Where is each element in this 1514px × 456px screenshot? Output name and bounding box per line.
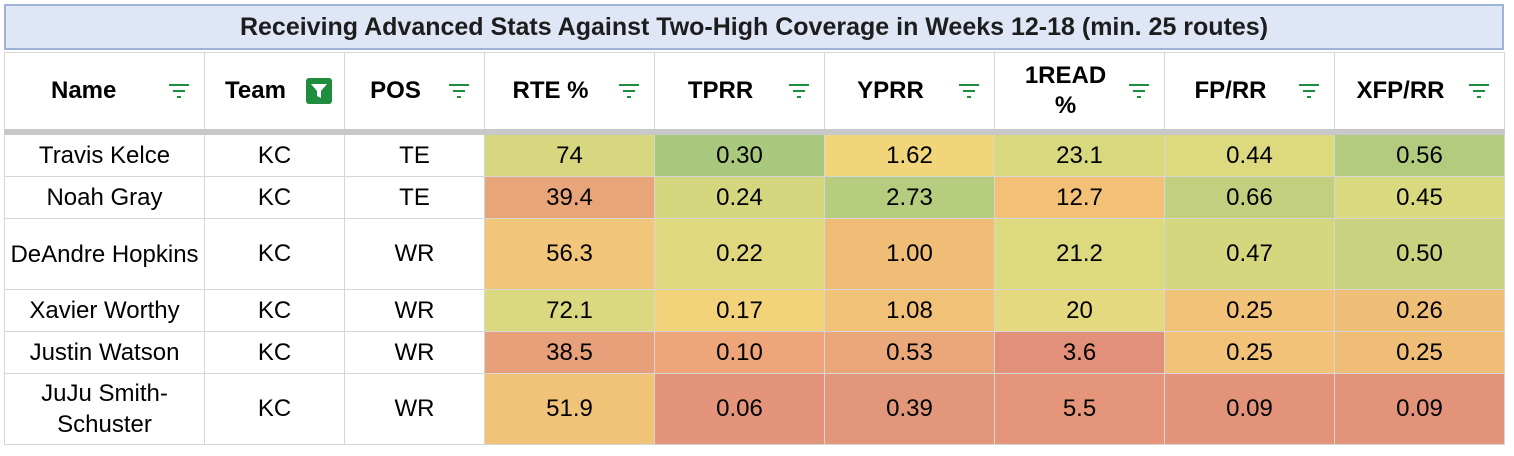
- column-header-tprr[interactable]: TPRR: [654, 52, 825, 135]
- column-header-label: TPRR: [687, 77, 754, 104]
- filter-icon[interactable]: [1466, 78, 1492, 104]
- cell-xfprr[interactable]: 0.09: [1334, 373, 1505, 445]
- column-header-label: Team: [225, 77, 286, 104]
- table-row: DeAndre Hopkins KC WR 56.3 0.22 1.00 21.2 0.47 0…: [4, 218, 1505, 290]
- cell-fprr[interactable]: 0.66: [1164, 176, 1335, 219]
- cell-xfprr[interactable]: 0.45: [1334, 176, 1505, 219]
- column-header-label: FP/RR: [1194, 77, 1267, 104]
- cell-team[interactable]: KC: [204, 373, 345, 445]
- cell-yprr[interactable]: 0.39: [824, 373, 995, 445]
- cell-yprr[interactable]: 2.73: [824, 176, 995, 219]
- cell-yprr[interactable]: 1.08: [824, 289, 995, 332]
- cell-team[interactable]: KC: [204, 331, 345, 374]
- cell-yprr[interactable]: 1.00: [824, 218, 995, 290]
- cell-oneread[interactable]: 5.5: [994, 373, 1165, 445]
- table-body: Travis Kelce KC TE 74 0.30 1.62 23.1 0.44 0.56 No…: [4, 131, 1505, 445]
- cell-rte[interactable]: 56.3: [484, 218, 655, 290]
- cell-fprr[interactable]: 0.09: [1164, 373, 1335, 445]
- table-row: JuJu Smith-Schuster KC WR 51.9 0.06 0.39 5.5 0.…: [4, 373, 1505, 445]
- cell-name[interactable]: Noah Gray: [4, 176, 205, 219]
- cell-tprr[interactable]: 0.10: [654, 331, 825, 374]
- cell-pos[interactable]: TE: [344, 176, 485, 219]
- cell-pos[interactable]: WR: [344, 331, 485, 374]
- column-header-fp-rr[interactable]: FP/RR: [1164, 52, 1335, 135]
- cell-fprr[interactable]: 0.47: [1164, 218, 1335, 290]
- cell-oneread[interactable]: 21.2: [994, 218, 1165, 290]
- header-row: Name Team POS RTE % TPRR YPRR 1READ % FP/RR XFP/…: [4, 52, 1505, 135]
- cell-xfprr[interactable]: 0.25: [1334, 331, 1505, 374]
- filter-active-icon[interactable]: [306, 78, 332, 104]
- column-header-yprr[interactable]: YPRR: [824, 52, 995, 135]
- cell-tprr[interactable]: 0.24: [654, 176, 825, 219]
- filter-icon[interactable]: [166, 78, 192, 104]
- cell-pos[interactable]: WR: [344, 289, 485, 332]
- table-row: Travis Kelce KC TE 74 0.30 1.62 23.1 0.44 0.56: [4, 131, 1505, 177]
- column-header-label: YPRR: [857, 77, 924, 104]
- cell-tprr[interactable]: 0.22: [654, 218, 825, 290]
- cell-name[interactable]: JuJu Smith-Schuster: [4, 373, 205, 445]
- table-row: Xavier Worthy KC WR 72.1 0.17 1.08 20 0.25 0.26: [4, 289, 1505, 332]
- filter-icon[interactable]: [446, 78, 472, 104]
- cell-yprr[interactable]: 0.53: [824, 331, 995, 374]
- cell-yprr[interactable]: 1.62: [824, 131, 995, 177]
- column-header-1read-[interactable]: 1READ %: [994, 52, 1165, 135]
- cell-oneread[interactable]: 12.7: [994, 176, 1165, 219]
- cell-name[interactable]: Xavier Worthy: [4, 289, 205, 332]
- table-title: Receiving Advanced Stats Against Two-Hig…: [4, 4, 1504, 50]
- filter-icon[interactable]: [786, 78, 812, 104]
- cell-name[interactable]: DeAndre Hopkins: [4, 218, 205, 290]
- cell-rte[interactable]: 74: [484, 131, 655, 177]
- cell-team[interactable]: KC: [204, 289, 345, 332]
- column-header-label: RTE %: [512, 77, 589, 104]
- column-header-xfp-rr[interactable]: XFP/RR: [1334, 52, 1505, 135]
- cell-team[interactable]: KC: [204, 131, 345, 177]
- cell-name[interactable]: Justin Watson: [4, 331, 205, 374]
- cell-rte[interactable]: 38.5: [484, 331, 655, 374]
- column-header-name[interactable]: Name: [4, 52, 205, 135]
- cell-oneread[interactable]: 3.6: [994, 331, 1165, 374]
- column-header-rte-[interactable]: RTE %: [484, 52, 655, 135]
- cell-xfprr[interactable]: 0.50: [1334, 218, 1505, 290]
- column-header-label: POS: [370, 77, 421, 104]
- cell-fprr[interactable]: 0.44: [1164, 131, 1335, 177]
- cell-fprr[interactable]: 0.25: [1164, 289, 1335, 332]
- column-header-label: Name: [51, 77, 117, 104]
- cell-name[interactable]: Travis Kelce: [4, 131, 205, 177]
- column-header-label: XFP/RR: [1356, 77, 1445, 104]
- column-header-pos[interactable]: POS: [344, 52, 485, 135]
- cell-rte[interactable]: 72.1: [484, 289, 655, 332]
- cell-rte[interactable]: 39.4: [484, 176, 655, 219]
- cell-team[interactable]: KC: [204, 176, 345, 219]
- table-row: Noah Gray KC TE 39.4 0.24 2.73 12.7 0.66 0.45: [4, 176, 1505, 219]
- cell-rte[interactable]: 51.9: [484, 373, 655, 445]
- cell-fprr[interactable]: 0.25: [1164, 331, 1335, 374]
- column-header-label: 1READ %: [1024, 62, 1107, 119]
- filter-icon[interactable]: [1296, 78, 1322, 104]
- stats-table: Name Team POS RTE % TPRR YPRR 1READ % FP/RR XFP/…: [4, 52, 1505, 445]
- table-row: Justin Watson KC WR 38.5 0.10 0.53 3.6 0.25 0.25: [4, 331, 1505, 374]
- cell-team[interactable]: KC: [204, 218, 345, 290]
- filter-icon[interactable]: [1126, 78, 1152, 104]
- cell-pos[interactable]: WR: [344, 218, 485, 290]
- cell-tprr[interactable]: 0.17: [654, 289, 825, 332]
- cell-xfprr[interactable]: 0.56: [1334, 131, 1505, 177]
- column-header-team[interactable]: Team: [204, 52, 345, 135]
- cell-pos[interactable]: TE: [344, 131, 485, 177]
- cell-tprr[interactable]: 0.30: [654, 131, 825, 177]
- filter-icon[interactable]: [616, 78, 642, 104]
- cell-pos[interactable]: WR: [344, 373, 485, 445]
- cell-tprr[interactable]: 0.06: [654, 373, 825, 445]
- cell-xfprr[interactable]: 0.26: [1334, 289, 1505, 332]
- cell-oneread[interactable]: 20: [994, 289, 1165, 332]
- filter-icon[interactable]: [956, 78, 982, 104]
- cell-oneread[interactable]: 23.1: [994, 131, 1165, 177]
